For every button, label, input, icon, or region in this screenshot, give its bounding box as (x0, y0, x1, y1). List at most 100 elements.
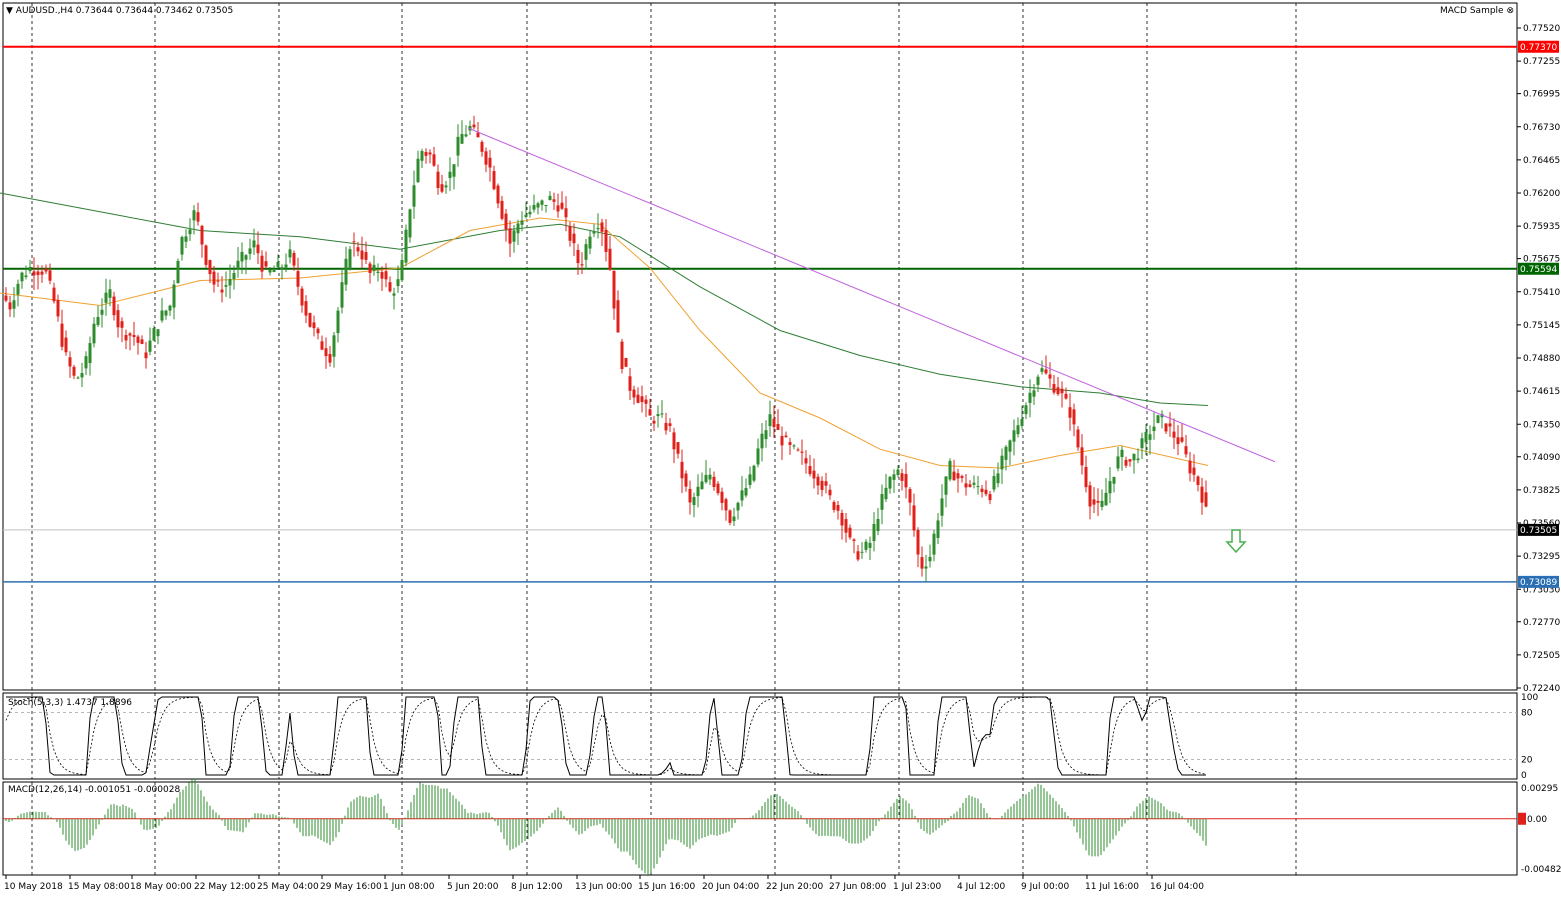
candle-body (948, 460, 952, 480)
candle-body (984, 489, 988, 495)
candle-body (564, 208, 568, 218)
candle-body (68, 357, 72, 367)
candle-body (164, 310, 168, 316)
candle-body (1112, 476, 1116, 484)
price-tick-label: 0.76200 (1523, 189, 1560, 199)
settings-icon[interactable]: ⊗ (1506, 6, 1515, 16)
candle-body (1160, 413, 1164, 418)
candle-body (52, 287, 56, 302)
candle-body (300, 288, 304, 306)
symbol-info: ▼ AUDUSD.,H4 0.73644 0.73644 0.73462 0.7… (6, 6, 233, 16)
support-line-blue-label-bg (1518, 575, 1559, 588)
candle-body (1076, 429, 1080, 448)
candle-body (1176, 437, 1180, 445)
price-tick-label: 0.73295 (1523, 552, 1560, 562)
candle-body (580, 264, 584, 266)
candle-body (540, 200, 544, 205)
candle-body (952, 471, 956, 481)
candle-body (512, 230, 516, 242)
candle-body (1136, 458, 1140, 461)
candle-body (428, 152, 432, 155)
stoch-frame (2, 692, 1518, 780)
candle-body (140, 339, 144, 344)
time-tick-label: 11 Jul 16:00 (1085, 882, 1139, 892)
candle-body (92, 323, 96, 344)
candle-body (828, 489, 832, 496)
candle-body (568, 226, 572, 241)
support-line-green-label: 0.75594 (1520, 265, 1557, 275)
stoch-tick-label: 100 (1521, 693, 1538, 703)
candle-body (208, 260, 212, 275)
candle-body (656, 414, 660, 417)
candle-body (1188, 460, 1192, 474)
candle-body (536, 203, 540, 208)
candle-body (1128, 459, 1132, 462)
candle-body (1048, 374, 1052, 379)
candle-body (816, 476, 820, 486)
candle-body (204, 245, 208, 265)
candle-body (188, 229, 192, 235)
candle-body (716, 483, 720, 494)
candle-body (352, 241, 356, 243)
indicator-title[interactable]: MACD Sample ⊗ (1440, 6, 1514, 16)
time-tick-label: 20 Jun 04:00 (702, 882, 759, 892)
candle-body (992, 476, 996, 490)
time-tick-label: 4 Jul 12:00 (957, 882, 1006, 892)
candle-body (836, 505, 840, 511)
candle-body (296, 271, 300, 287)
symbol-ohlc-text: AUDUSD.,H4 0.73644 0.73644 0.73462 0.735… (15, 6, 234, 16)
candle-body (660, 413, 664, 415)
candle-body (820, 480, 824, 490)
candle-body (1036, 376, 1040, 385)
candle-body (572, 233, 576, 244)
candle-body (620, 341, 624, 369)
candle-body (764, 430, 768, 440)
stoch-tick-label: 20 (1521, 755, 1533, 765)
candle-body (240, 251, 244, 262)
candle-body (496, 185, 500, 204)
candle-body (348, 249, 352, 269)
expand-triangle-icon[interactable]: ▼ (6, 6, 13, 16)
candle-body (576, 249, 580, 264)
candle-body (1056, 387, 1060, 395)
candle-body (664, 422, 668, 431)
candle-body (372, 264, 376, 271)
macd-frame (2, 781, 1518, 876)
candle-body (12, 300, 16, 309)
candle-body (176, 260, 180, 284)
candle-body (20, 272, 24, 282)
candle-body (324, 348, 328, 357)
candle-body (652, 420, 656, 424)
candle-body (336, 310, 340, 334)
price-tick-label: 0.73825 (1523, 486, 1560, 496)
candle-body (1100, 500, 1104, 507)
candle-body (900, 473, 904, 481)
time-tick-label: 5 Jun 20:00 (447, 882, 499, 892)
candle-body (472, 124, 476, 128)
candle-body (556, 205, 560, 212)
candle-body (640, 396, 644, 403)
candle-body (1088, 485, 1092, 507)
candle-body (436, 171, 440, 188)
candle-body (644, 399, 648, 404)
candle-body (560, 202, 564, 209)
candle-body (260, 255, 264, 272)
stoch-signal-line (5, 696, 1207, 776)
candle-body (648, 409, 652, 416)
candle-body (784, 435, 788, 437)
candle-body (1124, 459, 1128, 466)
candle-body (740, 490, 744, 501)
candle-body (468, 126, 472, 131)
stoch-tick-label: 80 (1521, 709, 1533, 719)
candle-body (608, 248, 612, 270)
time-tick-label: 29 May 16:00 (320, 882, 382, 892)
trendline (467, 127, 1276, 463)
candle-body (488, 157, 492, 168)
time-tick-label: 27 Jun 08:00 (829, 882, 886, 892)
candle-body (928, 556, 932, 562)
candle-body (464, 134, 468, 137)
candle-body (720, 491, 724, 503)
candle-body (736, 502, 740, 511)
